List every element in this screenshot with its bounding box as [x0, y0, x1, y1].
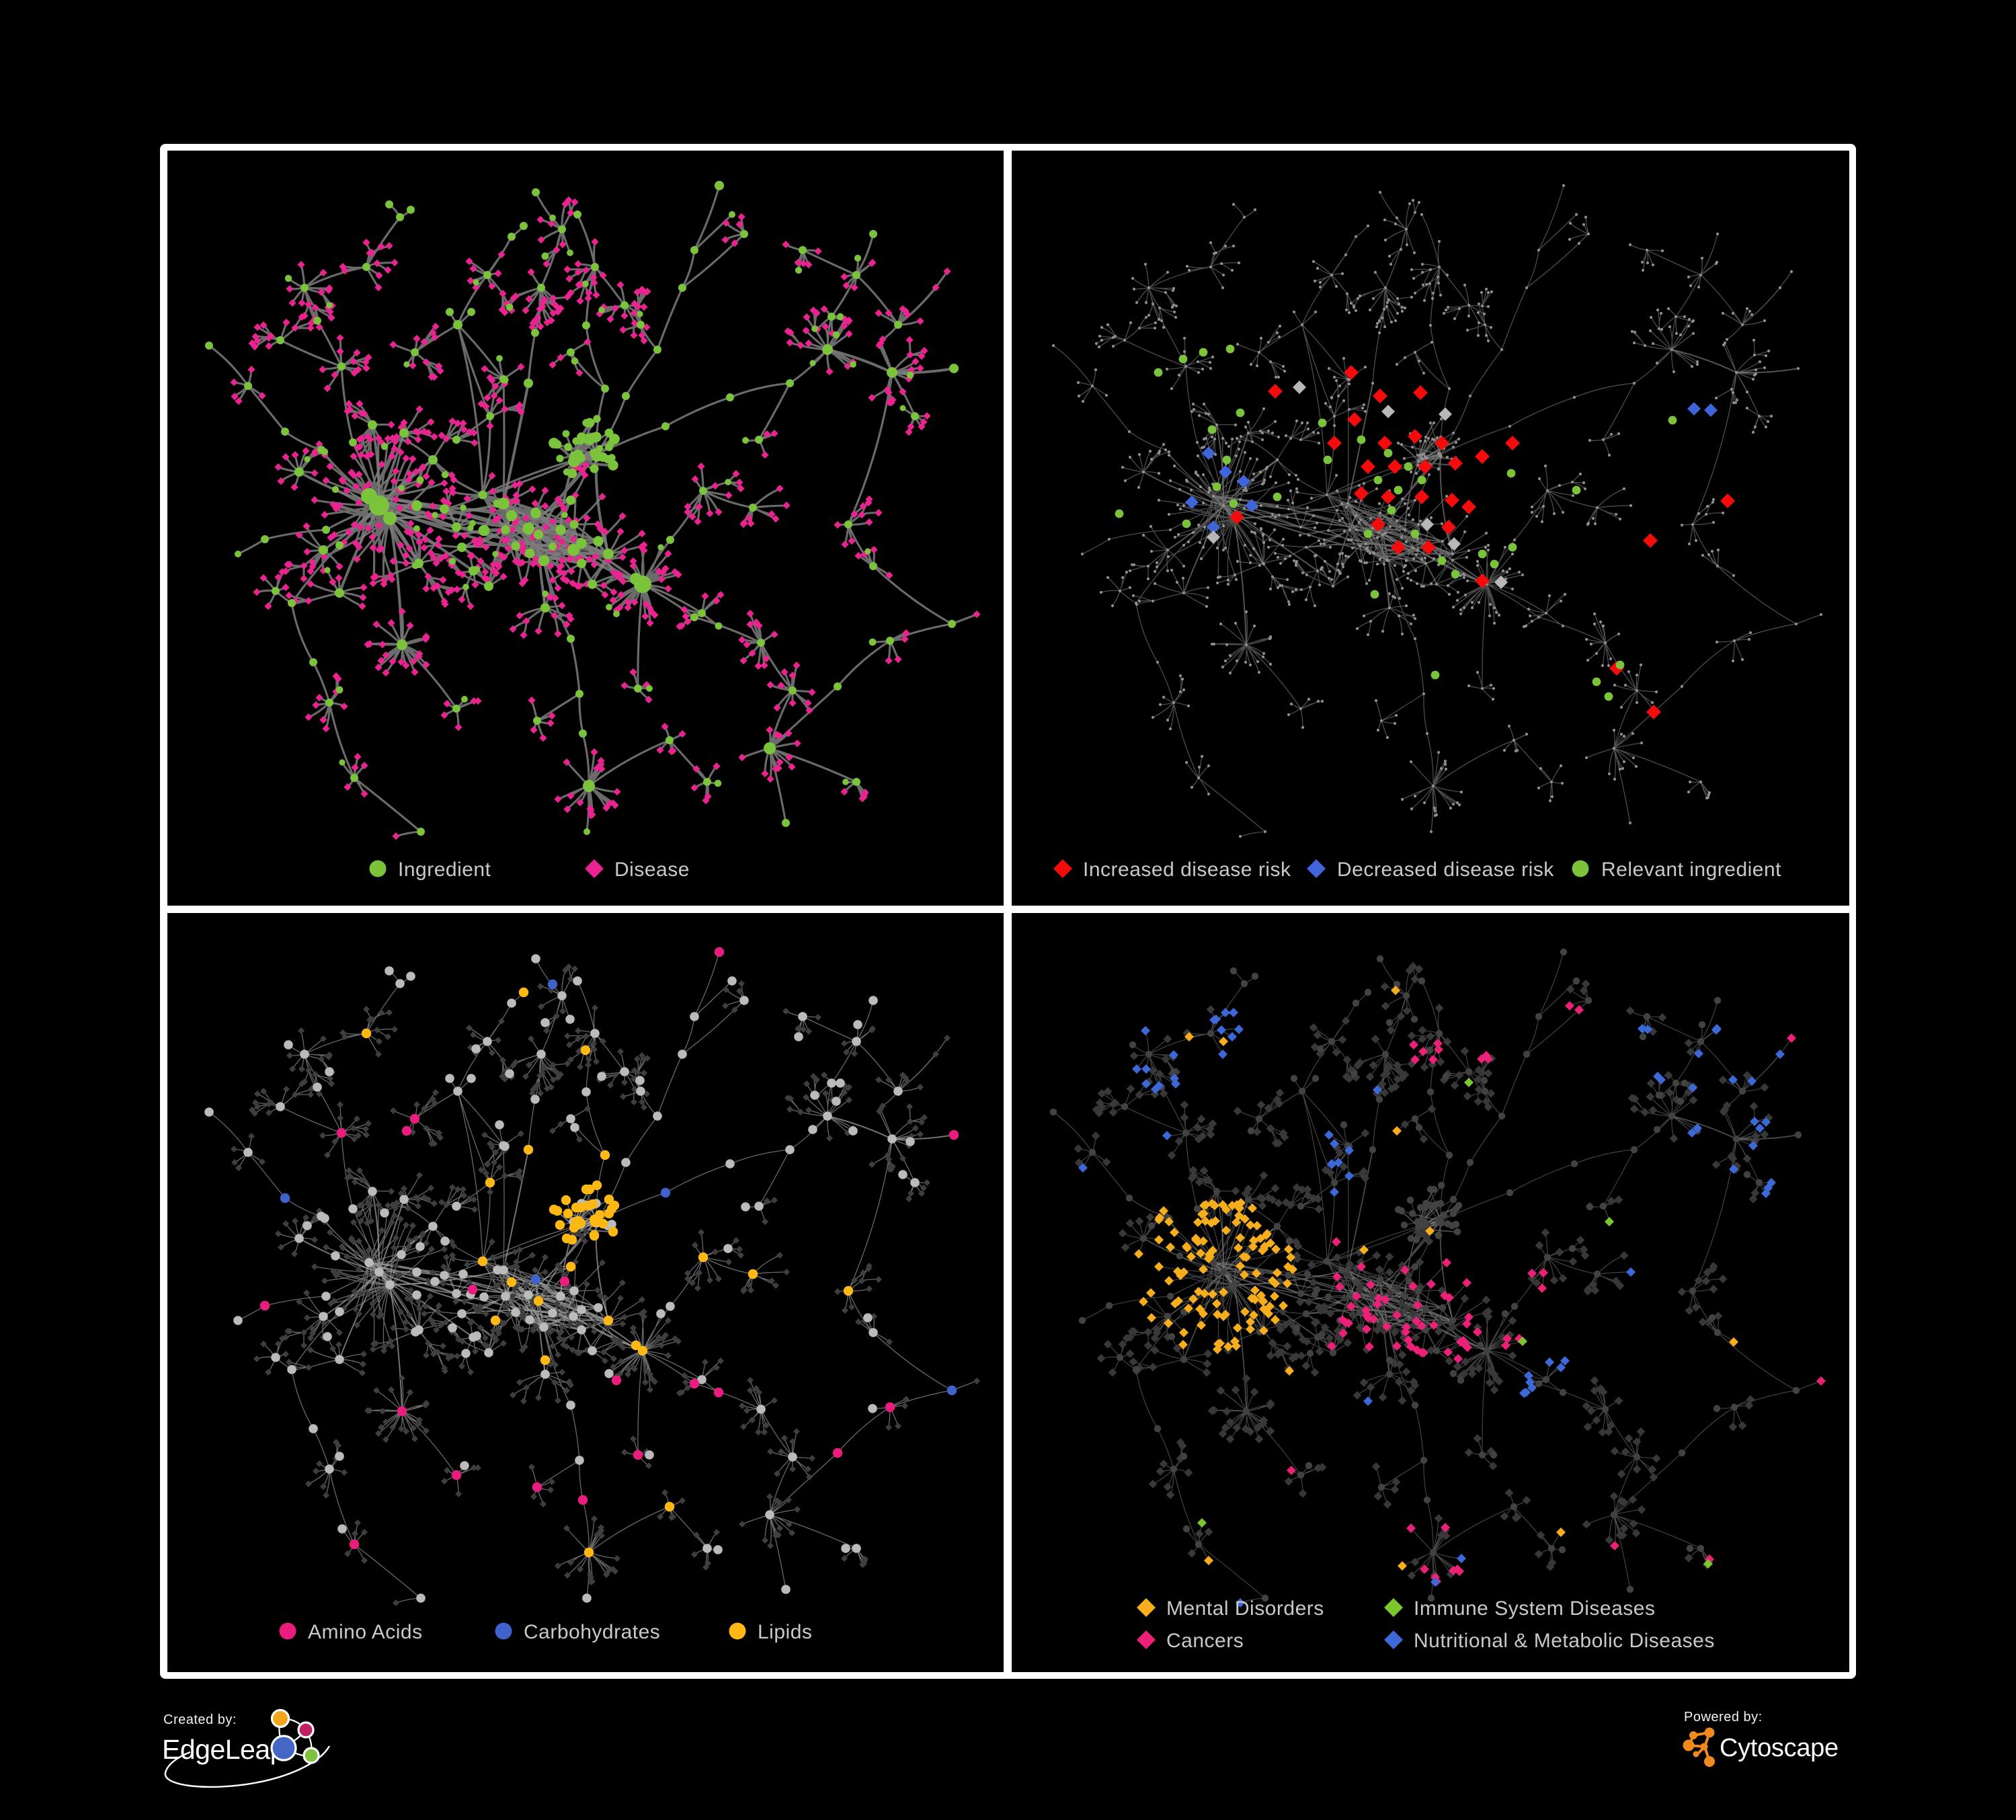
svg-text:EdgeLeap: EdgeLeap — [162, 1734, 285, 1765]
svg-text:Cytoscape: Cytoscape — [1720, 1734, 1839, 1762]
svg-text:Nutritional & Metabolic Diseas: Nutritional & Metabolic Diseases — [1414, 1630, 1715, 1652]
svg-text:Disease: Disease — [614, 859, 690, 881]
svg-text:Amino Acids: Amino Acids — [308, 1621, 423, 1643]
svg-text:Cancers: Cancers — [1166, 1630, 1244, 1652]
svg-text:Powered by:: Powered by: — [1684, 1710, 1763, 1725]
svg-text:Increased disease risk: Increased disease risk — [1083, 859, 1291, 881]
svg-text:Mental Disorders: Mental Disorders — [1166, 1597, 1324, 1620]
svg-text:Created by:: Created by: — [163, 1712, 237, 1727]
svg-text:Immune System Diseases: Immune System Diseases — [1414, 1597, 1655, 1620]
svg-text:Decreased disease risk: Decreased disease risk — [1337, 859, 1554, 881]
svg-text:Relevant ingredient: Relevant ingredient — [1601, 859, 1781, 881]
svg-text:Lipids: Lipids — [758, 1621, 812, 1643]
svg-text:Ingredient: Ingredient — [398, 859, 491, 881]
svg-text:Carbohydrates: Carbohydrates — [524, 1621, 660, 1643]
